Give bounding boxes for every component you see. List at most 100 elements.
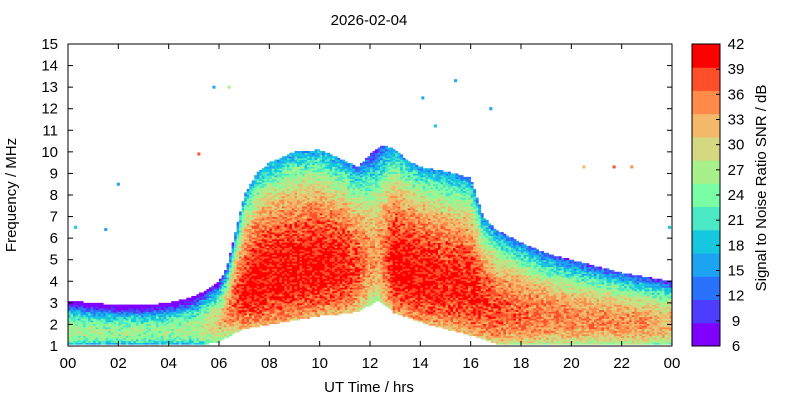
- heatmap-cell: [196, 308, 200, 311]
- heatmap-cell: [312, 150, 316, 154]
- heatmap-cell: [317, 149, 321, 152]
- heatmap-cell: [178, 330, 182, 333]
- heatmap-cell: [98, 340, 102, 343]
- heatmap-cell: [224, 278, 227, 281]
- heatmap-cell: [130, 327, 134, 330]
- heatmap-cell: [68, 301, 71, 304]
- heatmap-cell: [226, 314, 230, 318]
- heatmap-cell: [176, 304, 180, 307]
- heatmap-cell: [156, 304, 159, 307]
- heatmap-cell: [88, 332, 92, 335]
- heatmap-cell: [151, 340, 154, 343]
- heatmap-cell: [83, 320, 87, 323]
- heatmap-cell: [186, 316, 190, 319]
- heatmap-cell: [231, 242, 235, 245]
- heatmap-cell: [143, 311, 147, 314]
- heatmap-cell: [118, 304, 122, 307]
- heatmap-cell: [118, 311, 122, 314]
- heatmap-cell: [264, 166, 268, 169]
- heatmap-cell: [229, 259, 232, 262]
- heatmap-cell: [153, 321, 157, 324]
- heatmap-cell: [173, 311, 177, 314]
- heatmap-cell: [208, 328, 212, 331]
- heatmap-cell: [138, 335, 142, 338]
- heatmap-cell: [83, 333, 87, 337]
- heatmap-cell: [90, 316, 94, 319]
- heatmap-cell: [143, 328, 147, 331]
- heatmap-cell: [198, 299, 202, 302]
- heatmap-cell: [138, 339, 142, 342]
- heatmap-cell: [110, 323, 114, 326]
- heatmap-cell: [186, 337, 190, 340]
- heatmap-cell: [201, 318, 205, 321]
- heatmap-cell: [75, 301, 79, 304]
- heatmap-cell: [70, 313, 74, 316]
- heatmap-cell: [93, 320, 97, 323]
- heatmap-cell: [226, 264, 230, 268]
- heatmap-cell: [135, 323, 139, 326]
- heatmap-cell: [181, 333, 185, 337]
- heatmap-cell: [186, 306, 190, 309]
- heatmap-cell: [191, 327, 195, 330]
- heatmap-cell: [80, 316, 84, 319]
- heatmap-cell: [173, 318, 177, 321]
- heatmap-cell: [259, 169, 263, 173]
- heatmap-cell: [183, 313, 187, 316]
- heatmap-cell: [216, 337, 220, 340]
- heatmap-cell: [216, 321, 220, 324]
- heatmap-cell: [198, 301, 202, 304]
- heatmap-cell: [73, 314, 76, 318]
- heatmap-cell: [198, 320, 202, 323]
- heatmap-cell: [221, 278, 225, 281]
- heatmap-cell: [153, 320, 157, 323]
- heatmap-cell: [203, 308, 207, 311]
- heatmap-cell: [221, 323, 225, 326]
- heatmap-cell: [206, 313, 210, 316]
- heatmap-cell: [133, 318, 137, 321]
- heatmap-cell: [171, 330, 175, 333]
- heatmap-cell: [103, 339, 107, 342]
- heatmap-cell: [224, 294, 227, 297]
- heatmap-cell: [186, 297, 190, 300]
- heatmap-cell: [181, 330, 185, 333]
- heatmap-cell: [153, 308, 157, 311]
- heatmap-cell: [216, 302, 220, 305]
- heatmap-cell: [181, 313, 185, 316]
- heatmap-cell: [148, 314, 152, 318]
- heatmap-cell: [130, 323, 134, 326]
- heatmap-cell: [113, 323, 117, 326]
- heatmap-cell: [166, 325, 170, 328]
- heatmap-cell: [161, 340, 165, 343]
- heatmap-cell: [143, 314, 147, 318]
- heatmap-cell: [93, 323, 97, 326]
- heatmap-cell: [148, 318, 152, 321]
- heatmap-cell: [294, 150, 298, 154]
- heatmap-cell: [75, 304, 79, 307]
- heatmap-cell: [151, 339, 154, 342]
- heatmap-cell: [166, 333, 170, 337]
- heatmap-cell: [208, 316, 212, 319]
- heatmap-cell: [221, 295, 225, 299]
- heatmap-cell: [203, 335, 207, 338]
- heatmap-cell: [211, 302, 215, 305]
- heatmap-cell: [229, 264, 232, 268]
- heatmap-cell: [90, 337, 94, 340]
- heatmap-cell: [219, 325, 222, 328]
- heatmap-cell: [140, 325, 144, 328]
- heatmap-cell: [103, 309, 107, 312]
- heatmap-cell: [108, 304, 112, 307]
- heatmap-cell: [153, 311, 157, 314]
- heatmap-cell: [156, 316, 159, 319]
- heatmap-cell: [178, 339, 182, 342]
- heatmap-cell: [80, 333, 84, 337]
- heatmap-cell: [75, 337, 79, 340]
- heatmap-cell: [168, 330, 172, 333]
- heatmap-cell: [90, 311, 94, 314]
- heatmap-cell: [166, 340, 170, 343]
- heatmap-cell: [221, 316, 225, 319]
- heatmap-cell: [229, 280, 232, 283]
- heatmap-cell: [78, 313, 81, 316]
- heatmap-cell: [73, 320, 76, 323]
- heatmap-cell: [138, 332, 142, 335]
- heatmap-cell: [110, 335, 114, 338]
